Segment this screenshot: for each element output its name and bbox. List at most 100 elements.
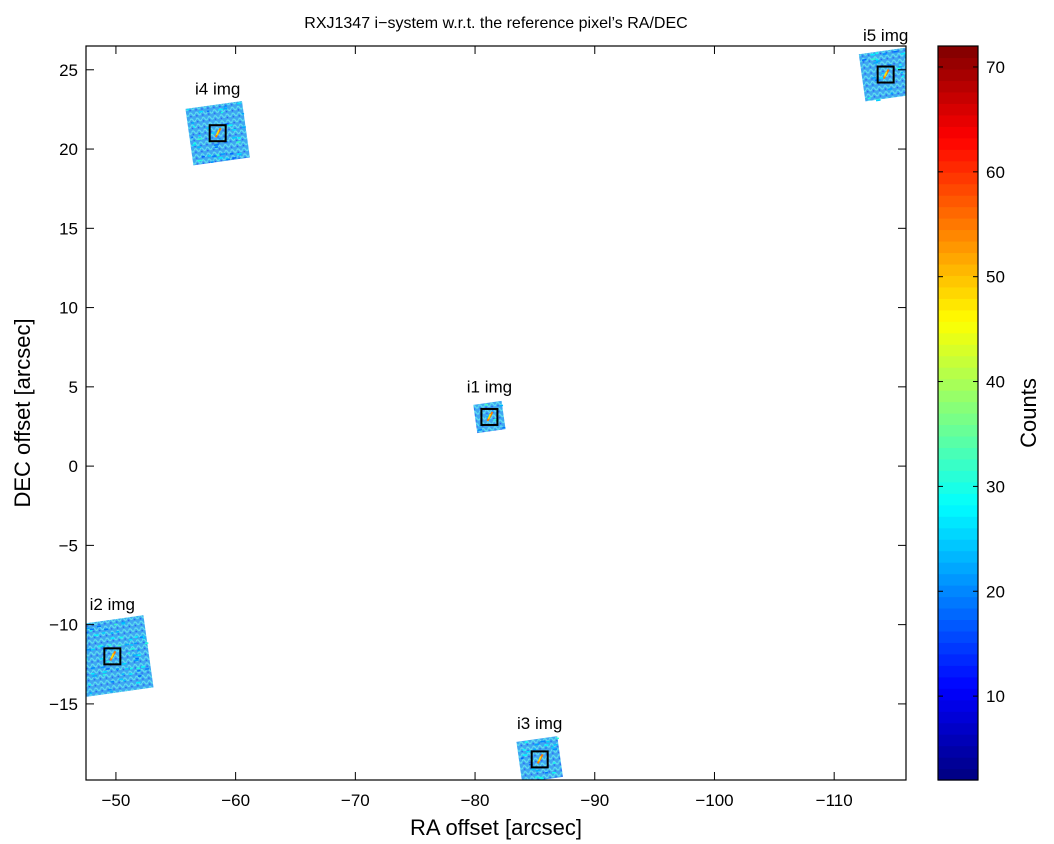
pixel bbox=[88, 683, 92, 686]
pixel bbox=[105, 667, 110, 670]
colorbar-segment bbox=[938, 699, 978, 712]
y-tick-label: −5 bbox=[59, 536, 78, 555]
pixel bbox=[211, 132, 215, 134]
colorbar-segment bbox=[938, 642, 978, 655]
pixel bbox=[907, 83, 909, 85]
pixel bbox=[232, 128, 237, 131]
pixel bbox=[130, 647, 135, 650]
pixel bbox=[198, 134, 201, 137]
pixel bbox=[229, 152, 234, 155]
pixel bbox=[86, 648, 91, 651]
pixel bbox=[82, 663, 84, 665]
image-core-highlight bbox=[883, 71, 888, 77]
pixel bbox=[232, 136, 238, 139]
pixel bbox=[227, 124, 233, 127]
pixel bbox=[520, 757, 524, 760]
x-tick-label: −60 bbox=[221, 791, 250, 810]
pixel bbox=[144, 642, 149, 645]
pixel bbox=[241, 112, 245, 115]
pixel bbox=[145, 668, 150, 670]
pixel bbox=[115, 630, 120, 633]
pixel bbox=[128, 638, 133, 641]
pixel bbox=[201, 155, 205, 158]
colorbar-segment bbox=[938, 68, 978, 82]
pixel bbox=[890, 92, 893, 95]
colorbar-segment bbox=[938, 195, 978, 208]
pixel bbox=[893, 50, 898, 53]
colorbar-segment bbox=[938, 172, 978, 185]
y-tick-label: 15 bbox=[59, 219, 78, 238]
colorbar-segment bbox=[938, 653, 978, 666]
pixel bbox=[223, 107, 228, 110]
plot-frame bbox=[85, 45, 907, 781]
colorbar-segment bbox=[938, 573, 978, 586]
pixel bbox=[899, 63, 902, 66]
image-label: i5 img bbox=[863, 26, 908, 45]
colorbar-tick-label: 20 bbox=[986, 582, 1005, 601]
colorbar-segment bbox=[938, 470, 978, 483]
pixel bbox=[136, 681, 141, 684]
pixel bbox=[556, 737, 560, 740]
colorbar-segment bbox=[938, 768, 978, 781]
colorbar-segment bbox=[938, 447, 978, 460]
pixel bbox=[81, 668, 85, 670]
pixel bbox=[882, 52, 887, 56]
pixel bbox=[237, 136, 241, 139]
colorbar-segment bbox=[938, 298, 978, 311]
pixel bbox=[140, 665, 146, 668]
pixel bbox=[493, 418, 497, 421]
colorbar-segment bbox=[938, 665, 978, 678]
colorbar-segment bbox=[938, 91, 978, 104]
colorbar-segment bbox=[938, 206, 978, 219]
colorbar-segment bbox=[938, 413, 978, 426]
colorbar-segment bbox=[938, 390, 978, 403]
pixel bbox=[530, 768, 536, 771]
plot-area bbox=[77, 47, 911, 780]
colorbar-segment bbox=[938, 757, 978, 770]
pixel bbox=[236, 102, 242, 105]
colorbar-segment bbox=[938, 745, 978, 758]
pixel bbox=[896, 67, 901, 70]
pixel bbox=[191, 136, 194, 139]
pixel bbox=[887, 88, 893, 91]
pixel bbox=[875, 52, 879, 55]
pixel bbox=[544, 744, 549, 747]
pixel bbox=[191, 122, 195, 125]
pixel bbox=[522, 748, 526, 751]
image-core-highlight bbox=[537, 756, 542, 762]
pixel bbox=[477, 428, 483, 431]
x-tick-label: −90 bbox=[580, 791, 609, 810]
pixel bbox=[499, 404, 504, 407]
pixel bbox=[135, 657, 139, 660]
pixel bbox=[197, 146, 202, 149]
pixel bbox=[106, 660, 110, 663]
pixel bbox=[907, 72, 911, 74]
pixel bbox=[901, 75, 905, 78]
pixel bbox=[136, 667, 141, 670]
pixel bbox=[100, 666, 105, 669]
pixel bbox=[187, 108, 190, 111]
pixel bbox=[900, 52, 906, 55]
x-axis-label: RA offset [arcsec] bbox=[410, 815, 582, 840]
pixel bbox=[212, 155, 217, 158]
pixel bbox=[119, 636, 124, 639]
pixel bbox=[524, 741, 528, 744]
image-marker bbox=[208, 124, 227, 143]
pixel bbox=[870, 53, 876, 56]
y-tick-label: −10 bbox=[49, 616, 78, 635]
pixel bbox=[887, 64, 892, 66]
pixel bbox=[546, 740, 550, 743]
pixel bbox=[875, 58, 879, 61]
image-label: i2 img bbox=[90, 595, 135, 614]
x-tick-label: −70 bbox=[341, 791, 370, 810]
pixel bbox=[908, 69, 910, 71]
image-label: i3 img bbox=[517, 714, 562, 733]
pixel bbox=[77, 663, 80, 665]
pixel bbox=[193, 142, 197, 145]
pixel bbox=[236, 152, 242, 155]
pixel bbox=[136, 649, 140, 652]
y-tick-label: −15 bbox=[49, 695, 78, 714]
pixel bbox=[241, 126, 246, 129]
colorbar-segment bbox=[938, 378, 978, 391]
colorbar-tick-label: 30 bbox=[986, 477, 1005, 496]
